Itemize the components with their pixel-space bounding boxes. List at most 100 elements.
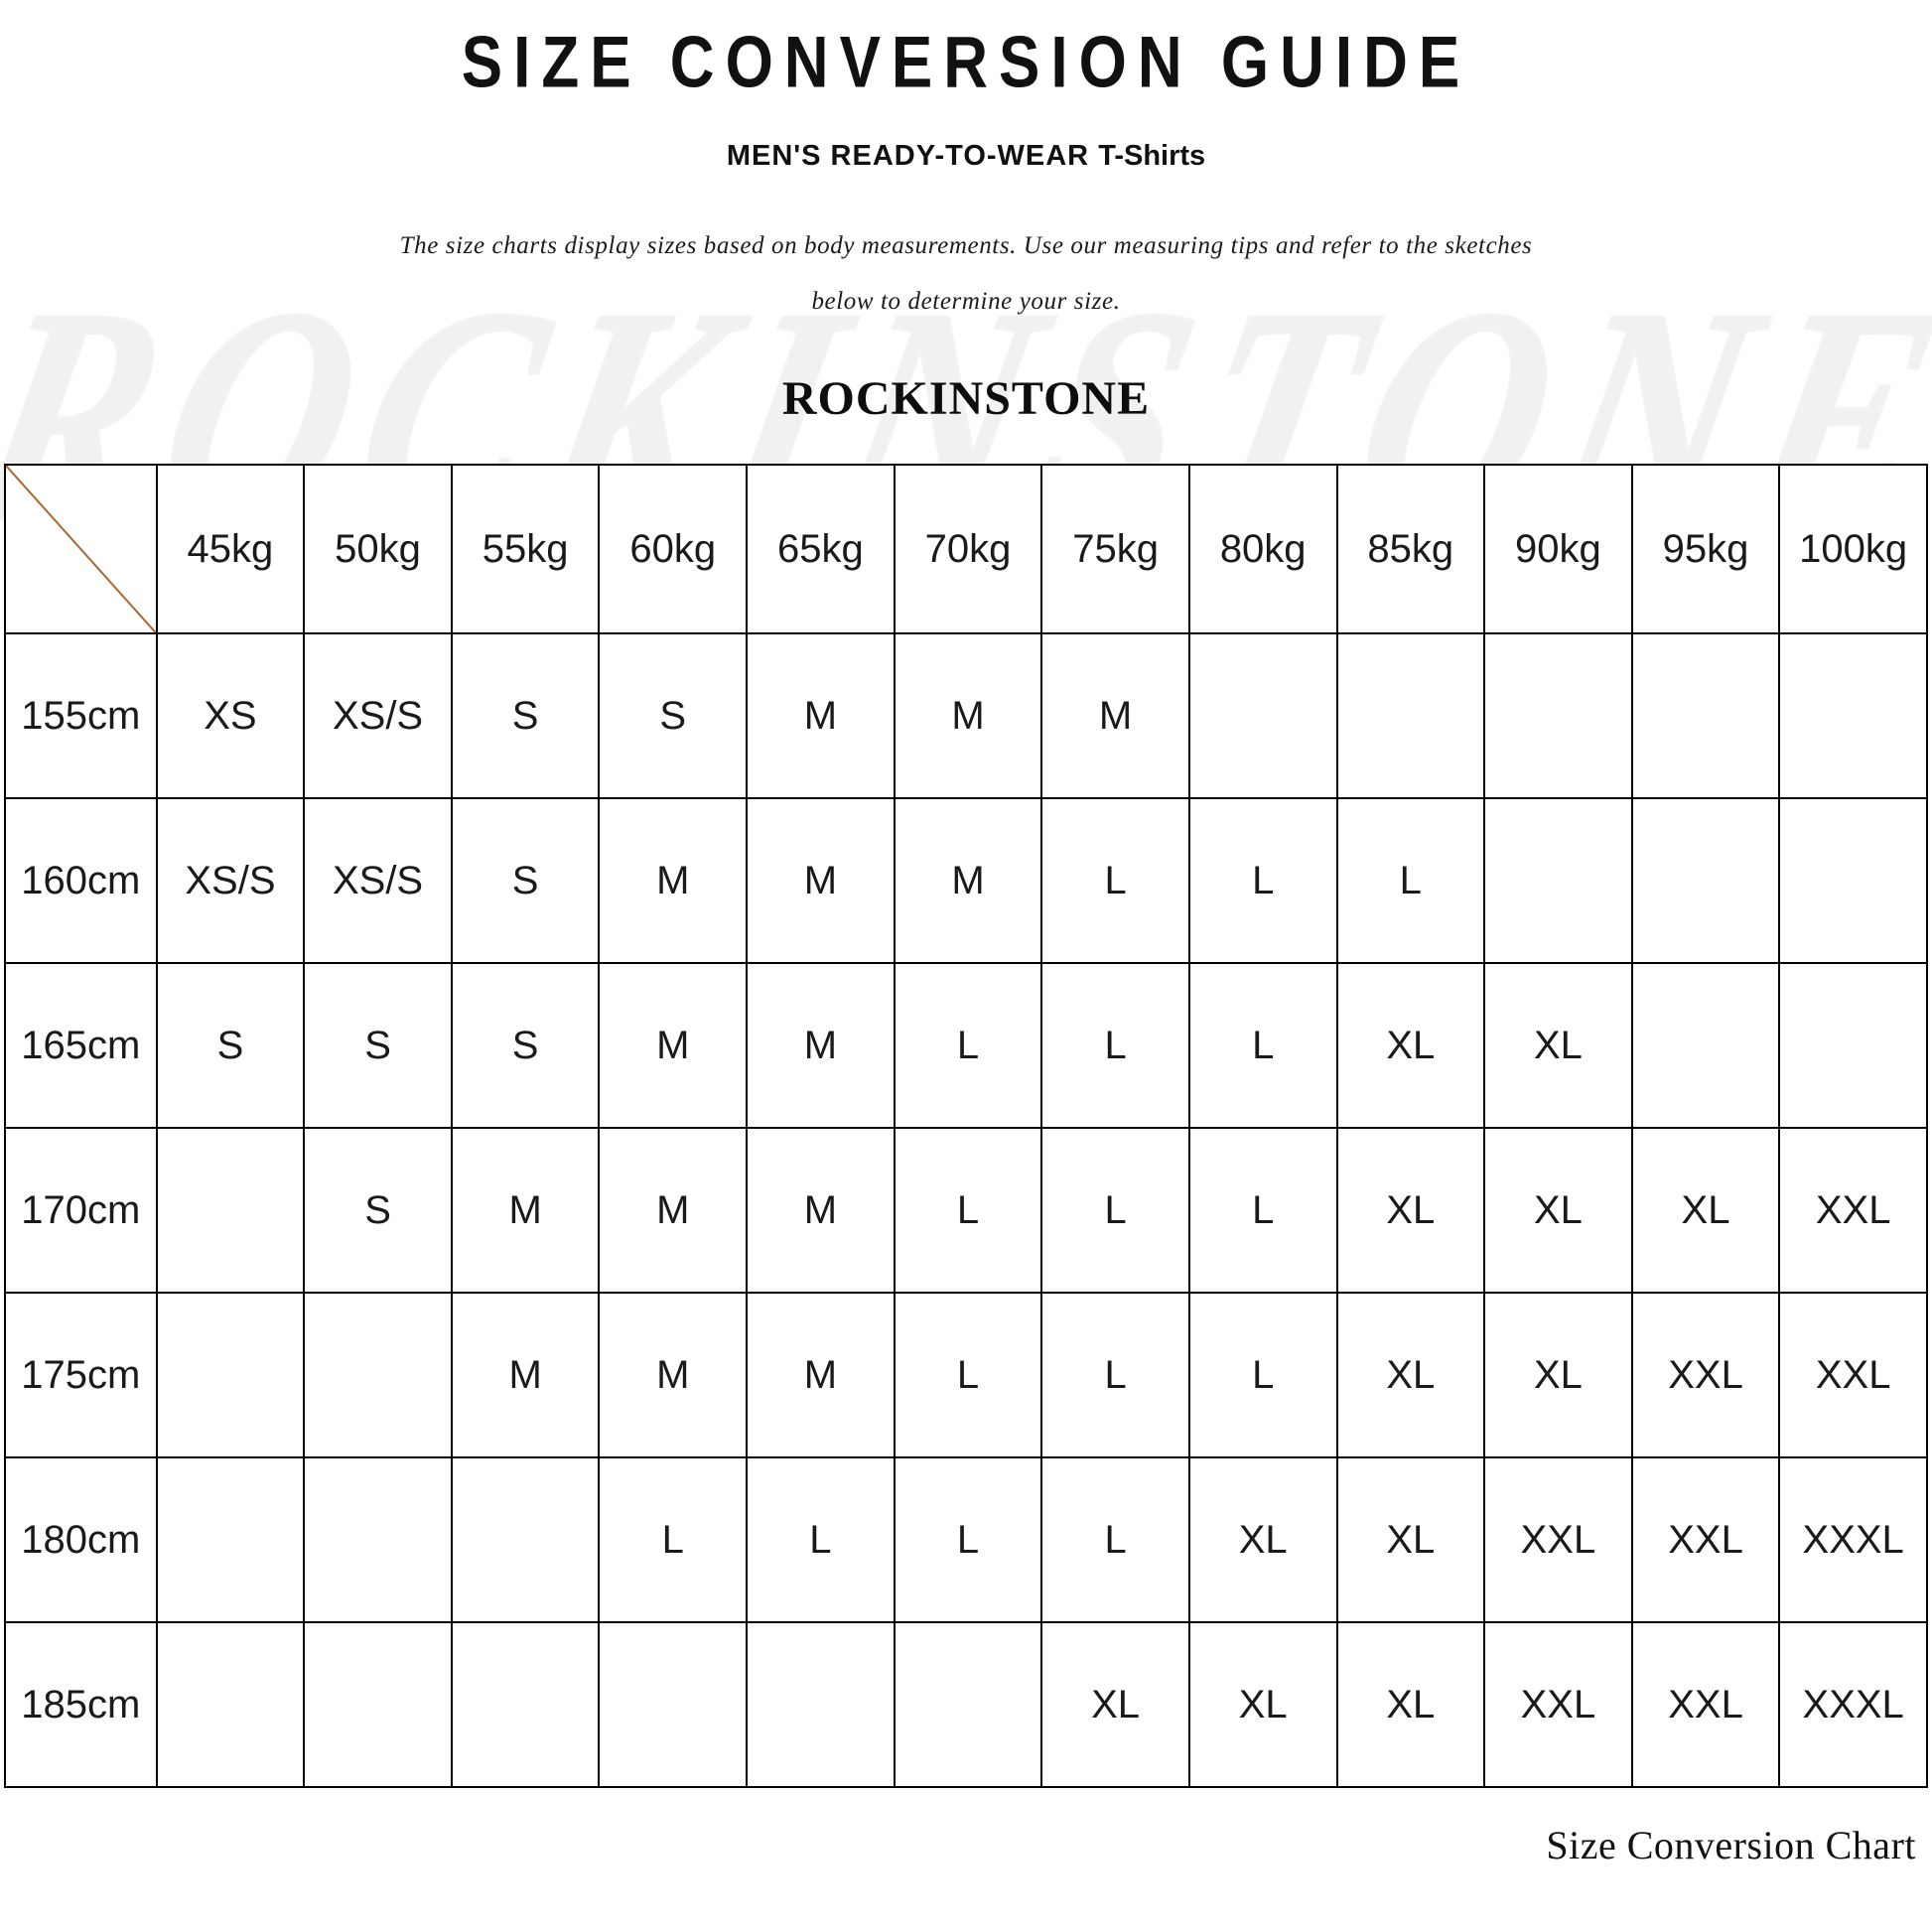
size-cell: M: [746, 632, 896, 799]
table-row: 155cm XS XS/S S S M M M: [4, 632, 1928, 799]
size-conversion-table: 45kg 50kg 55kg 60kg 65kg 70kg 75kg 80kg 85kg 90kg…: [4, 464, 1928, 1788]
size-cell: XL: [1040, 1621, 1190, 1788]
size-cell: XL: [1335, 1127, 1486, 1294]
page-title: SIZE CONVERSION GUIDE: [461, 22, 1471, 103]
table-row: 160cm XS/S XS/S S M M M L L L: [4, 797, 1928, 964]
corner-cell-diagonal: [4, 464, 158, 634]
table-row: 175cm M M M L L L XL XL XXL XXL: [4, 1292, 1928, 1458]
size-cell: L: [893, 1127, 1043, 1294]
size-cell: XL: [1335, 1621, 1486, 1788]
column-header-weight: 85kg: [1335, 464, 1486, 634]
size-cell: L: [1040, 1456, 1190, 1623]
table-row: 180cm L L L L XL XL XXL XXL XXXL: [4, 1456, 1928, 1623]
size-cell: S: [303, 962, 453, 1129]
size-cell: XXXL: [1778, 1621, 1928, 1788]
page-subtitle: MEN'S READY-TO-WEAR T-Shirts: [0, 140, 1932, 173]
size-cell: S: [598, 632, 749, 799]
size-cell: [893, 1621, 1043, 1788]
size-cell: XL: [1335, 1292, 1486, 1458]
size-cell: [155, 1292, 306, 1458]
subtitle-category: MEN'S READY-TO-WEAR: [726, 140, 1090, 172]
column-header-weight: 45kg: [155, 464, 306, 634]
document-body: SIZE CONVERSION GUIDE MEN'S READY-TO-WEA…: [0, 22, 1932, 1867]
column-header-weight: 75kg: [1040, 464, 1190, 634]
size-cell: L: [746, 1456, 896, 1623]
row-header-height: 185cm: [4, 1621, 158, 1788]
intro-line-1: The size charts display sizes based on b…: [399, 232, 1533, 259]
size-cell: XXL: [1483, 1456, 1633, 1623]
size-cell: XXL: [1630, 1456, 1781, 1623]
column-header-weight: 95kg: [1630, 464, 1781, 634]
size-cell: M: [746, 962, 896, 1129]
size-cell: [1778, 797, 1928, 964]
column-header-weight: 55kg: [450, 464, 601, 634]
intro-line-2: below to determine your size.: [811, 288, 1121, 315]
size-cell: M: [746, 797, 896, 964]
column-header-weight: 90kg: [1483, 464, 1633, 634]
size-cell: [598, 1621, 749, 1788]
size-cell: XL: [1187, 1456, 1338, 1623]
row-header-height: 160cm: [4, 797, 158, 964]
size-cell: M: [746, 1292, 896, 1458]
size-cell: [155, 1456, 306, 1623]
size-cell: L: [598, 1456, 749, 1623]
size-cell: M: [450, 1292, 601, 1458]
size-cell: L: [893, 1456, 1043, 1623]
size-cell: L: [1187, 962, 1338, 1129]
size-cell: [303, 1292, 453, 1458]
size-cell: XL: [1187, 1621, 1338, 1788]
row-header-height: 175cm: [4, 1292, 158, 1458]
size-cell: XXL: [1778, 1292, 1928, 1458]
size-cell: M: [746, 1127, 896, 1294]
size-cell: [1778, 632, 1928, 799]
column-header-weight: 65kg: [746, 464, 896, 634]
size-cell: XL: [1630, 1127, 1781, 1294]
size-cell: S: [450, 797, 601, 964]
size-cell: [303, 1621, 453, 1788]
size-cell: M: [1040, 632, 1190, 799]
size-cell: M: [598, 1292, 749, 1458]
size-cell: L: [893, 1292, 1043, 1458]
row-header-height: 155cm: [4, 632, 158, 799]
diagonal-divider-icon: [6, 467, 155, 631]
brand-name: ROCKINSTONE: [781, 372, 1151, 425]
size-cell: XXXL: [1778, 1456, 1928, 1623]
size-cell: [1630, 797, 1781, 964]
size-cell: [1483, 797, 1633, 964]
size-cell: [1483, 632, 1633, 799]
subtitle-garment: T-Shirts: [1098, 140, 1206, 172]
size-table-container: 45kg 50kg 55kg 60kg 65kg 70kg 75kg 80kg 85kg 90kg…: [0, 464, 1932, 1788]
size-cell: M: [598, 797, 749, 964]
size-cell: XS/S: [155, 797, 306, 964]
size-cell: L: [1187, 1127, 1338, 1294]
row-header-height: 165cm: [4, 962, 158, 1129]
size-cell: M: [598, 962, 749, 1129]
table-row: 185cm XL XL XL XXL XXL XXXL: [4, 1621, 1928, 1788]
table-row: 170cm S M M M L L L XL XL XL XXL: [4, 1127, 1928, 1294]
size-cell: [1630, 962, 1781, 1129]
size-cell: XL: [1335, 1456, 1486, 1623]
size-cell: [1187, 632, 1338, 799]
size-cell: [1335, 632, 1486, 799]
size-cell: [155, 1127, 306, 1294]
table-header: 45kg 50kg 55kg 60kg 65kg 70kg 75kg 80kg 85kg 90kg…: [4, 464, 1928, 634]
size-cell: [450, 1621, 601, 1788]
size-cell: L: [893, 962, 1043, 1129]
size-cell: S: [450, 962, 601, 1129]
size-cell: XS/S: [303, 797, 453, 964]
size-cell: S: [303, 1127, 453, 1294]
size-cell: M: [893, 797, 1043, 964]
size-cell: L: [1040, 797, 1190, 964]
size-cell: XXL: [1483, 1621, 1633, 1788]
size-cell: L: [1040, 962, 1190, 1129]
row-header-height: 170cm: [4, 1127, 158, 1294]
size-cell: [1778, 962, 1928, 1129]
size-cell: S: [155, 962, 306, 1129]
size-cell: M: [893, 632, 1043, 799]
size-cell: S: [450, 632, 601, 799]
table-row: 165cm S S S M M L L L XL XL: [4, 962, 1928, 1129]
size-cell: XXL: [1778, 1127, 1928, 1294]
size-cell: [1630, 632, 1781, 799]
size-cell: XL: [1483, 962, 1633, 1129]
footer-caption: Size Conversion Chart: [1546, 1823, 1916, 1867]
